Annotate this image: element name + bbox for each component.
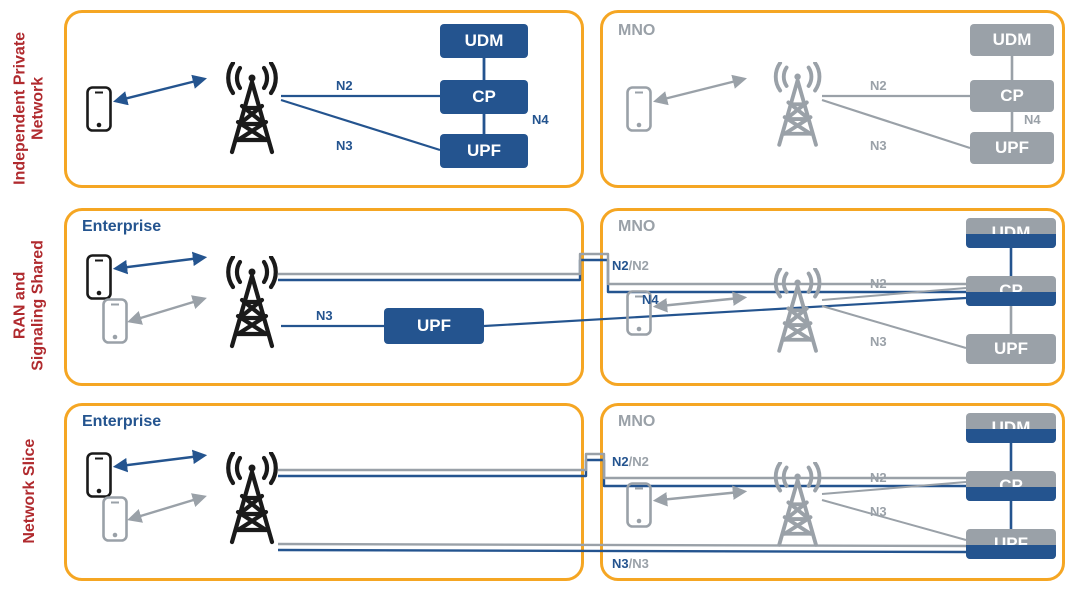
- edge-label: N3: [336, 138, 353, 153]
- panel-title: Enterprise: [82, 413, 161, 431]
- nf-box-upf: UPF: [970, 132, 1054, 164]
- nf-label: CP: [472, 87, 496, 107]
- edge-label: N3: [870, 504, 887, 519]
- panel-title: Enterprise: [82, 218, 161, 236]
- edge-label: N2: [870, 276, 887, 291]
- tower-icon: [770, 268, 825, 356]
- row-label: Network Slice: [21, 401, 39, 581]
- nf-box-cp: CP: [440, 80, 528, 114]
- panel-title: MNO: [618, 218, 655, 236]
- slice-overlay: [966, 487, 1056, 501]
- slice-overlay: [966, 429, 1056, 443]
- nf-label: UPF: [467, 141, 501, 161]
- tower-icon: [770, 462, 825, 550]
- edge-label: N2: [336, 78, 353, 93]
- edge-label: N3/N3: [612, 556, 649, 571]
- panel-title: MNO: [618, 413, 655, 431]
- phone-icon: [102, 298, 128, 344]
- phone-icon: [626, 482, 652, 528]
- nf-box-upf: UPF: [440, 134, 528, 168]
- tower-icon: [770, 62, 825, 150]
- nf-label: UPF: [417, 316, 451, 336]
- nf-label: UPF: [994, 339, 1028, 359]
- phone-icon: [102, 496, 128, 542]
- edge-label: N3: [870, 138, 887, 153]
- edge-label: N4: [642, 292, 659, 307]
- panel-title: MNO: [618, 22, 655, 40]
- tower-icon: [222, 452, 282, 548]
- row-label: RAN and Signaling Shared: [12, 215, 49, 395]
- slice-overlay: [966, 545, 1056, 559]
- diagram-canvas: Independent Private Network RAN and Signa…: [0, 0, 1080, 589]
- nf-box-udm: UDM: [440, 24, 528, 58]
- nf-label: UDM: [465, 31, 504, 51]
- slice-overlay: [966, 234, 1056, 248]
- nf-box-cp: CP: [970, 80, 1054, 112]
- phone-icon: [86, 254, 112, 300]
- edge-label: N2/N2: [612, 258, 649, 273]
- edge-label: N3: [870, 334, 887, 349]
- tower-icon: [222, 256, 282, 352]
- slice-overlay: [966, 292, 1056, 306]
- nf-box-upf: UPF: [966, 334, 1056, 364]
- nf-label: UDM: [993, 30, 1032, 50]
- nf-label: UPF: [995, 138, 1029, 158]
- edge-label: N2: [870, 470, 887, 485]
- phone-icon: [626, 86, 652, 132]
- edge-label: N2/N2: [612, 454, 649, 469]
- edge-label: N2: [870, 78, 887, 93]
- edge-label: N4: [532, 112, 549, 127]
- phone-icon: [86, 86, 112, 132]
- nf-box-udm: UDM: [970, 24, 1054, 56]
- edge-label: N3: [316, 308, 333, 323]
- phone-icon: [86, 452, 112, 498]
- row-label: Independent Private Network: [12, 18, 49, 198]
- nf-label: CP: [1000, 86, 1024, 106]
- nf-box-upf: UPF: [384, 308, 484, 344]
- tower-icon: [222, 62, 282, 158]
- edge-label: N4: [1024, 112, 1041, 127]
